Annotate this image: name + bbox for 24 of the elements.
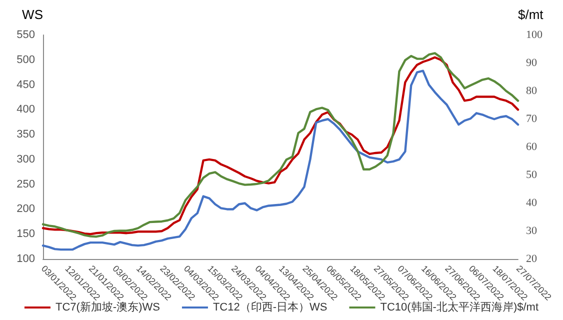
y2-tick-label: 80 xyxy=(526,85,538,97)
y-tick-label: 200 xyxy=(16,203,35,216)
y2-tick-label: 90 xyxy=(526,57,538,69)
y-tick-label: 300 xyxy=(16,153,35,166)
y2-tick-label: 70 xyxy=(526,113,538,125)
legend-label: TC7(新加坡-澳东)WS xyxy=(55,300,160,314)
y-tick-label: 350 xyxy=(16,128,35,141)
y-tick-label: 150 xyxy=(16,228,35,240)
legend-label: TC12（印西-日本）WS xyxy=(212,300,328,314)
y-tick-label: 500 xyxy=(16,54,35,66)
y-tick-label: 100 xyxy=(16,253,35,265)
y-axis-title: WS xyxy=(22,7,44,22)
y2-tick-label: 100 xyxy=(526,29,543,41)
y-tick-label: 550 xyxy=(16,29,35,41)
y2-tick-label: 50 xyxy=(526,169,538,181)
legend-label: TC10(韩国-北太平洋西海岸)$/mt xyxy=(380,300,539,314)
y-tick-label: 450 xyxy=(16,78,35,91)
y2-tick-label: 40 xyxy=(526,197,538,209)
y-tick-label: 250 xyxy=(16,178,35,190)
y2-tick-label: 20 xyxy=(526,253,538,265)
y2-tick-label: 60 xyxy=(526,141,538,153)
y-tick-label: 400 xyxy=(16,104,35,116)
y2-tick-label: 30 xyxy=(526,225,538,237)
y2-axis-title: $/mt xyxy=(518,7,544,22)
